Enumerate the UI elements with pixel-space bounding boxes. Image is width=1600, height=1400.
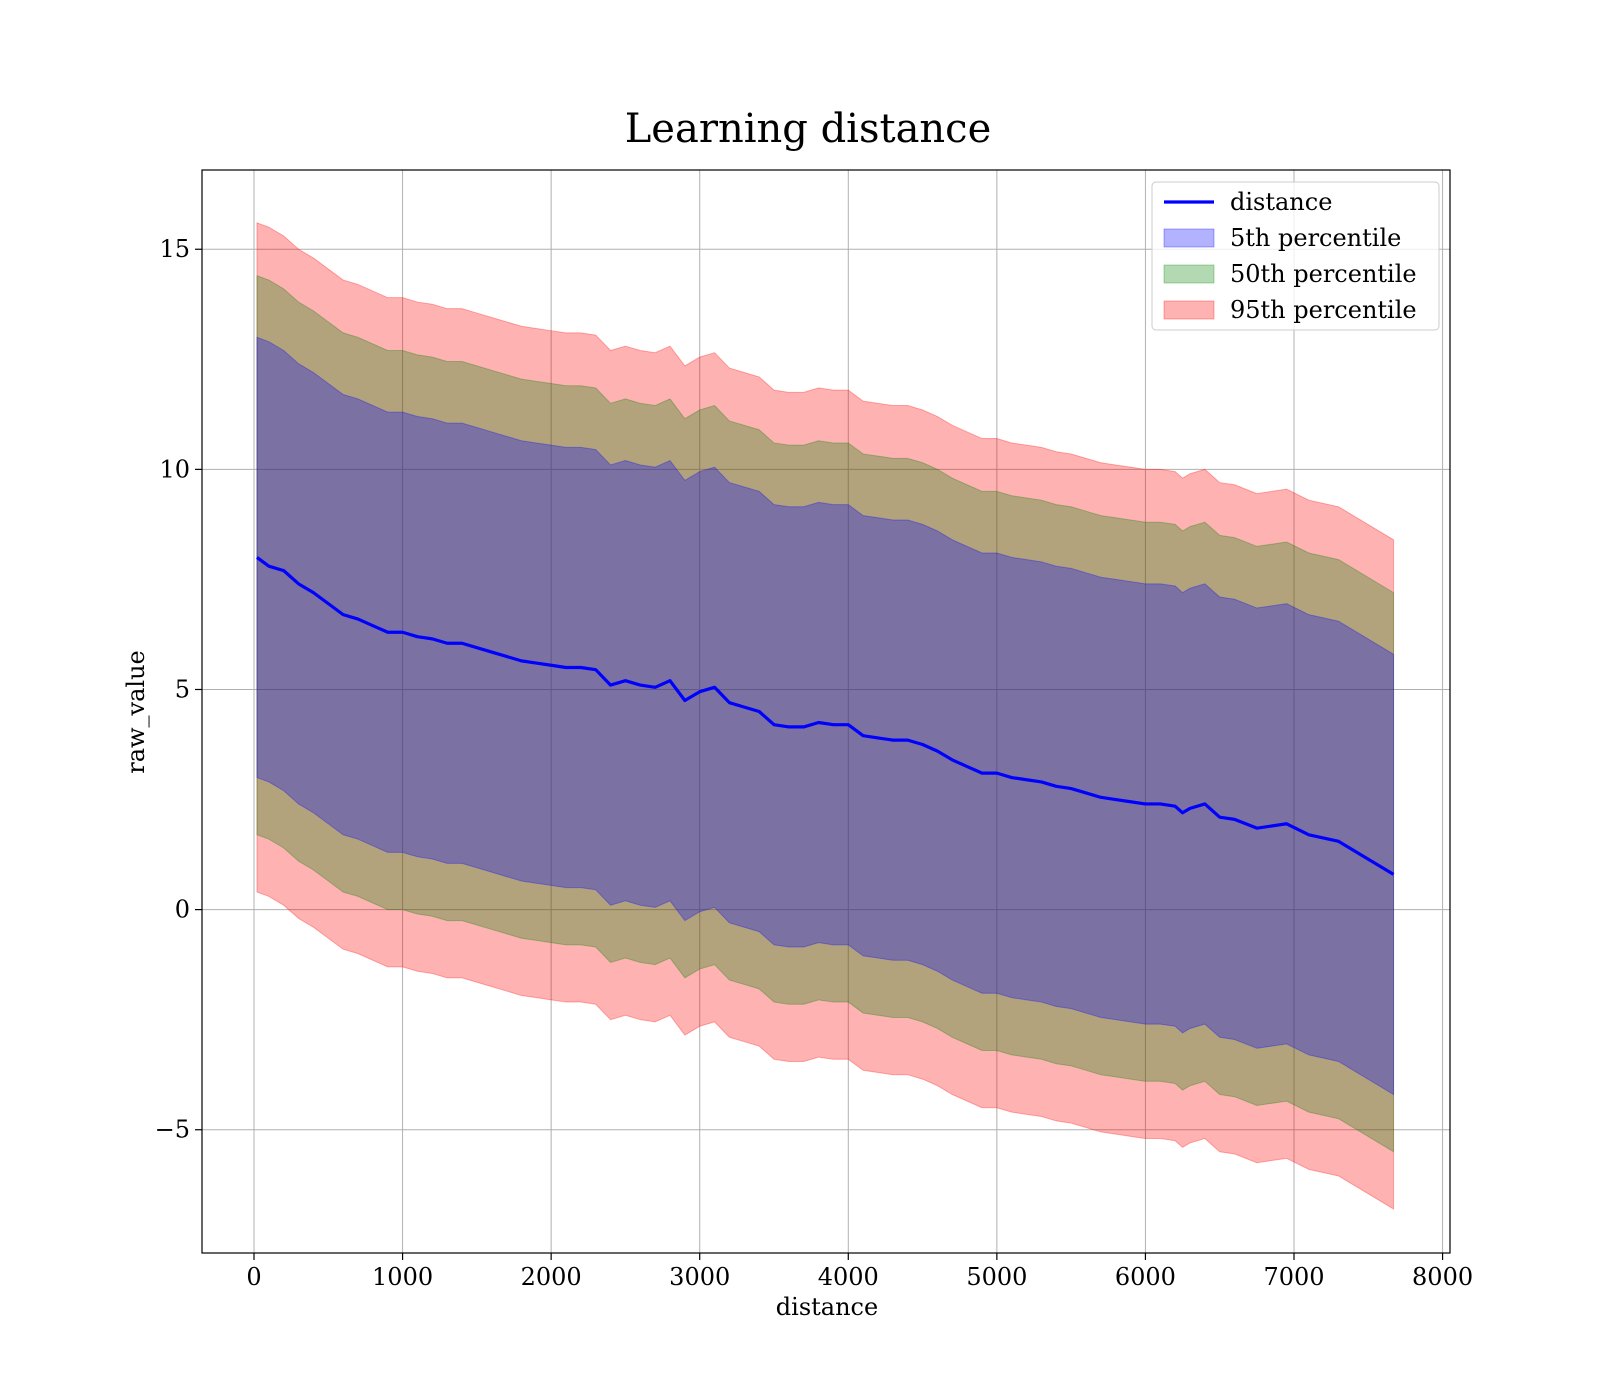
x-tick-label: 6000 [1115,1263,1176,1291]
axes-frame [201,169,1451,1254]
legend-label-5th-percentile: 5th percentile [1230,224,1401,252]
y-tick-label: 15 [159,235,190,263]
y-tick-label: −5 [155,1116,190,1144]
x-tick-label: 0 [246,1263,261,1291]
x-tick-label: 8000 [1412,1263,1473,1291]
x-tick-label: 4000 [818,1263,879,1291]
x-tick-label: 3000 [669,1263,730,1291]
chart-title: Learning distance [625,106,992,152]
x-tick-label: 5000 [966,1263,1027,1291]
x-axis-label: distance [776,1293,878,1321]
legend-swatch-50th-percentile [1163,264,1215,284]
tick-marks-and-labels: 0 1000 2000 3000 4000 5000 6000 7000 8000 −5 0 5 10 1… [155,235,1474,1291]
distance-line-layer [256,556,1395,876]
legend-label-95th-percentile: 95th percentile [1230,296,1417,324]
legend-swatch-95th-percentile [1163,300,1215,320]
y-axis-label: raw_value [122,650,150,774]
y-tick-label: 0 [175,896,190,924]
legend-label-50th-percentile: 50th percentile [1230,260,1417,288]
legend-box [1151,181,1440,331]
x-tick-label: 7000 [1263,1263,1324,1291]
x-tick-label: 2000 [521,1263,582,1291]
band-50th-percentile [256,274,1395,1153]
band-95th-percentile [256,222,1395,1210]
y-tick-label: 5 [175,675,190,703]
legend-swatch-5th-percentile [1163,228,1215,248]
legend: distance 5th percentile 50th percentile 95t… [1151,181,1440,331]
legend-label-distance: distance [1230,188,1332,216]
plot-frame [201,169,1451,1254]
percentile-bands [256,222,1395,1210]
x-tick-label: 1000 [372,1263,433,1291]
y-tick-label: 10 [159,455,190,483]
band-5th-percentile [256,336,1395,1096]
distance-line [256,556,1395,876]
